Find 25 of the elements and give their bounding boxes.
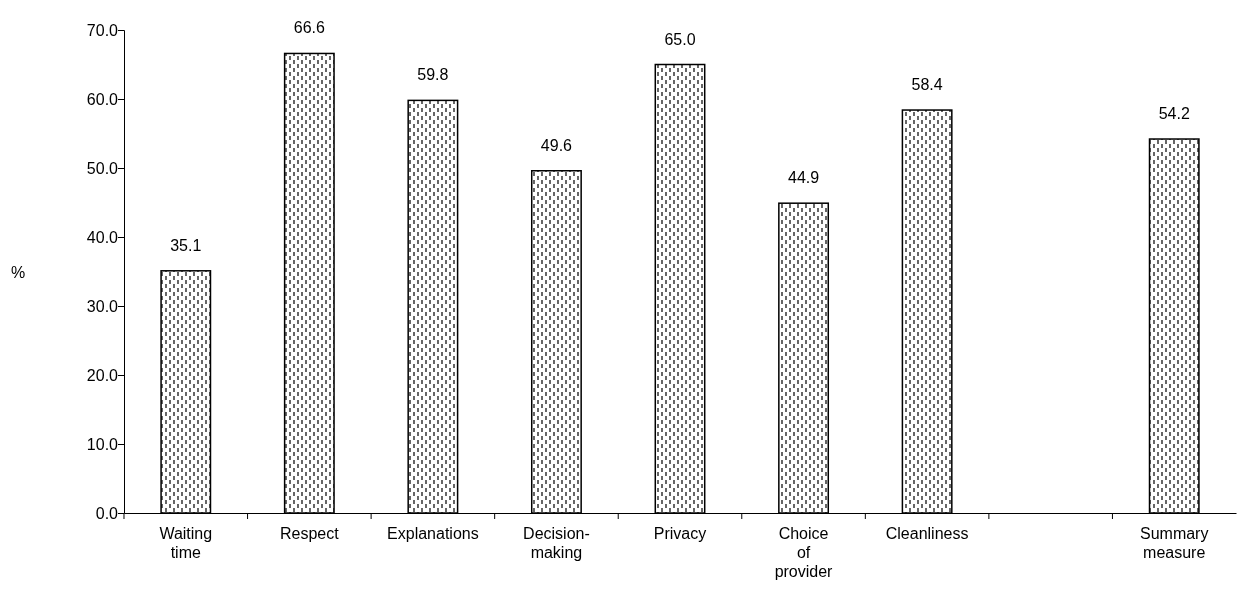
y-tick-label: 50.0 xyxy=(86,159,119,177)
x-tick-label: Choice of provider xyxy=(774,525,834,580)
y-tick-label: 60.0 xyxy=(86,90,119,108)
data-label: 66.6 xyxy=(293,19,326,37)
data-label: 54.2 xyxy=(1158,105,1190,123)
x-tick-label: Privacy xyxy=(653,525,707,542)
y-axis-title: % xyxy=(10,263,26,281)
x-tick-label: Cleanliness xyxy=(885,525,969,542)
y-tick-label: 30.0 xyxy=(86,297,119,315)
data-label: 44.9 xyxy=(787,169,820,187)
y-tick-label: 70.0 xyxy=(86,21,119,39)
data-label: 65.0 xyxy=(664,30,696,48)
y-tick-label: 0.0 xyxy=(95,504,119,522)
x-tick-label: Explanations xyxy=(387,525,479,542)
y-tick-label: 20.0 xyxy=(86,366,119,384)
y-tick-label: 10.0 xyxy=(86,435,119,453)
data-label: 49.6 xyxy=(540,136,573,154)
data-label: 35.1 xyxy=(170,236,202,254)
x-tick-label: Waiting time xyxy=(159,525,213,561)
x-tick-label: Decision-making xyxy=(523,525,590,561)
data-label: 59.8 xyxy=(417,66,449,84)
data-label: 58.4 xyxy=(911,76,943,94)
x-tick-label: Summary measure xyxy=(1140,525,1209,561)
y-tick-label: 40.0 xyxy=(86,228,119,246)
x-tick-label: Respect xyxy=(279,525,340,542)
